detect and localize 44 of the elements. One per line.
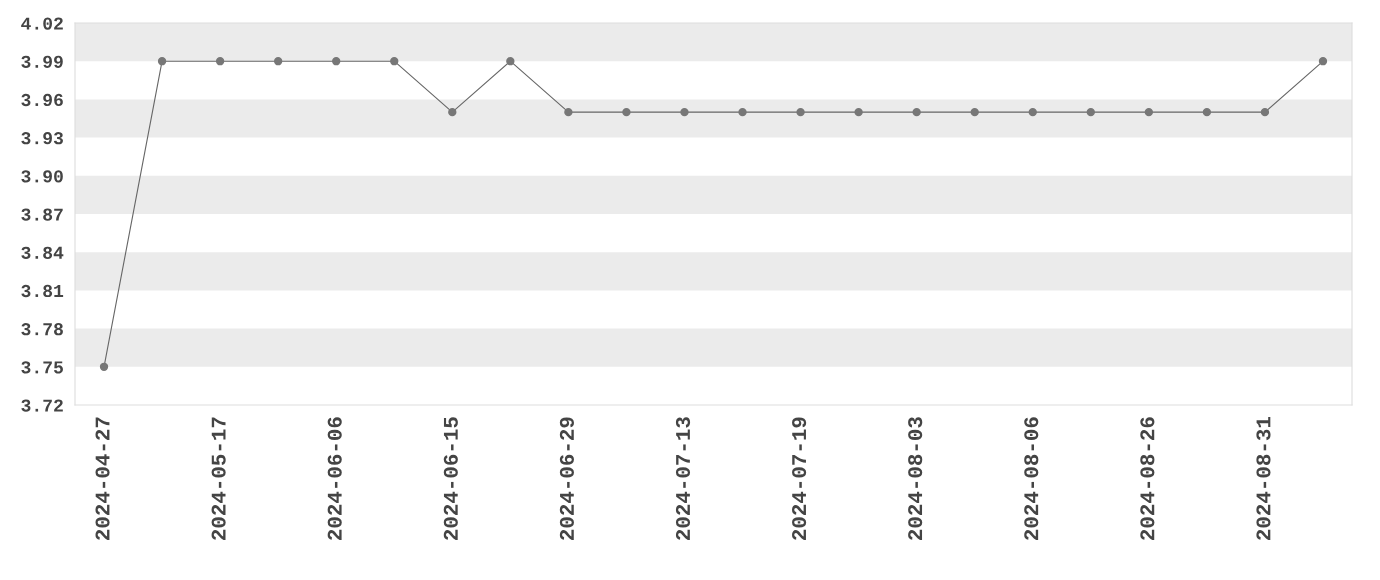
y-tick-label: 3.93 bbox=[21, 132, 63, 145]
point bbox=[854, 107, 863, 117]
y-tick-label: 3.99 bbox=[21, 55, 63, 68]
point bbox=[912, 107, 921, 117]
point bbox=[1086, 107, 1095, 117]
point bbox=[796, 107, 805, 117]
point bbox=[680, 107, 689, 117]
y-tick-label: 3.78 bbox=[21, 323, 63, 336]
point bbox=[332, 57, 341, 66]
point bbox=[1028, 107, 1037, 117]
point bbox=[448, 107, 457, 117]
x-tick-label: 2024-08-06 bbox=[1024, 417, 1039, 540]
y-tick-label: 3.75 bbox=[21, 361, 63, 374]
point bbox=[564, 107, 573, 117]
x-tick-label: 2024-07-19 bbox=[792, 417, 807, 540]
point bbox=[1260, 107, 1270, 117]
x-tick-label: 2024-08-03 bbox=[908, 417, 923, 540]
point bbox=[215, 57, 225, 66]
y-tick-label: 3.90 bbox=[21, 170, 63, 183]
point bbox=[273, 57, 283, 66]
point bbox=[1144, 107, 1154, 117]
x-tick-label: 2024-05-17 bbox=[211, 417, 226, 540]
point bbox=[970, 107, 979, 117]
x-tick-label: 2024-06-06 bbox=[327, 417, 342, 540]
point bbox=[622, 107, 631, 117]
y-tick-label: 3.87 bbox=[21, 208, 63, 221]
point bbox=[506, 57, 515, 66]
point bbox=[99, 362, 109, 371]
y-tick-label: 3.72 bbox=[21, 399, 63, 412]
x-tick-label: 2024-08-31 bbox=[1256, 417, 1271, 540]
point bbox=[157, 57, 167, 66]
y-tick-label: 4.02 bbox=[21, 17, 63, 30]
x-tick-label: 2024-08-26 bbox=[1140, 417, 1155, 540]
x-tick-label: 2024-04-27 bbox=[95, 417, 110, 540]
x-tick-label: 2024-06-15 bbox=[443, 417, 458, 540]
y-tick-label: 3.96 bbox=[21, 93, 63, 107]
y-tick-label: 3.81 bbox=[21, 284, 64, 298]
point bbox=[738, 107, 747, 117]
point bbox=[1202, 107, 1212, 117]
y-tick-label: 3.84 bbox=[21, 246, 64, 259]
point bbox=[390, 57, 399, 66]
x-tick-label: 2024-06-29 bbox=[559, 417, 574, 540]
x-tick-label: 2024-07-13 bbox=[675, 417, 691, 540]
point bbox=[1318, 57, 1328, 66]
